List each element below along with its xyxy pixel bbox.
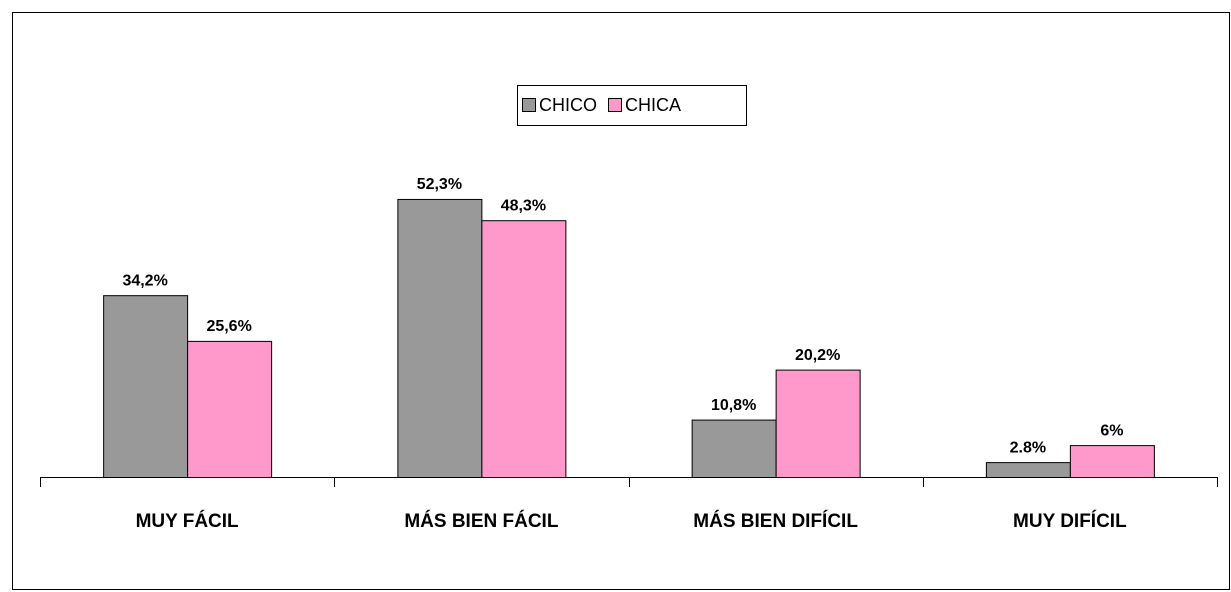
bar [103, 295, 189, 479]
value-label: 6% [1100, 422, 1123, 439]
value-label: 34,2% [122, 272, 167, 289]
legend [517, 85, 747, 126]
legend-swatch [608, 98, 622, 112]
value-label: 52,3% [417, 176, 462, 193]
legend-label: CHICA [625, 95, 681, 115]
bar [985, 462, 1071, 479]
bar [775, 369, 861, 478]
value-label: 10,8% [711, 397, 756, 414]
value-label: 25,6% [206, 318, 251, 335]
bar [481, 220, 567, 479]
legend-box [517, 85, 747, 126]
value-label: 48,3% [501, 197, 546, 214]
bar [691, 419, 777, 478]
value-label: 2.8% [1010, 439, 1046, 456]
value-label: 20,2% [795, 347, 840, 364]
bar [187, 340, 273, 479]
x-tick-label: MÁS BIEN DIFÍCIL [693, 510, 858, 532]
x-tick-label: MÁS BIEN FÁCIL [404, 510, 559, 532]
bar [397, 198, 483, 479]
x-tick-label: MUY DIFÍCIL [1013, 510, 1127, 532]
legend-label: CHICO [539, 95, 597, 115]
bar [1069, 445, 1155, 479]
legend-swatch [522, 98, 536, 112]
x-tick-label: MUY FÁCIL [136, 510, 239, 532]
